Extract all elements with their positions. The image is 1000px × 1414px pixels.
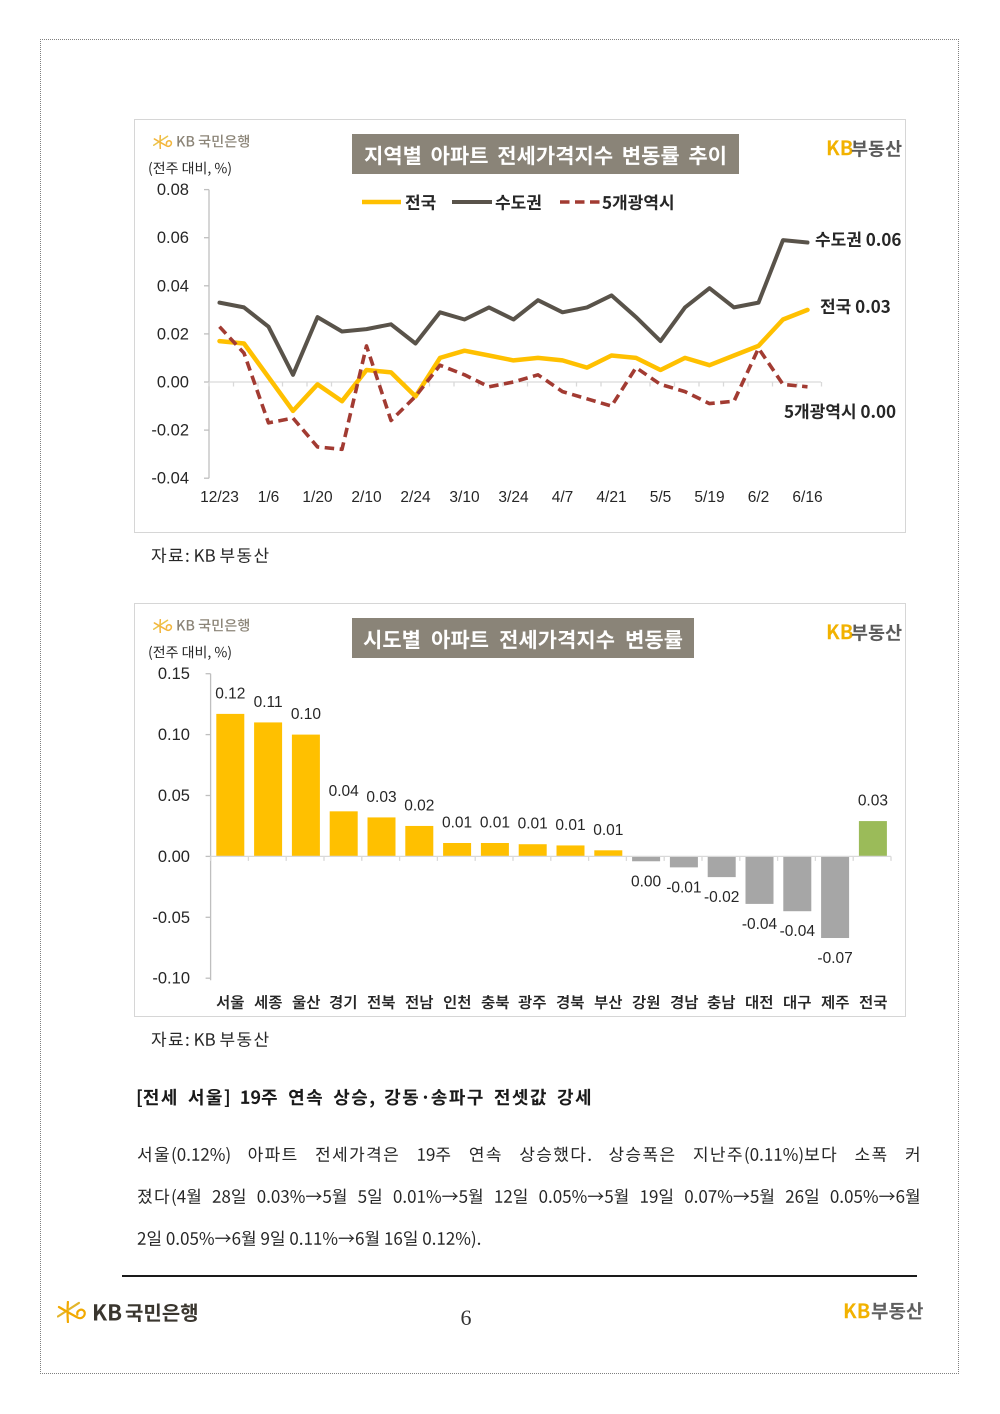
svg-text:0.01: 0.01 [480, 815, 510, 832]
svg-text:0.04: 0.04 [329, 783, 360, 800]
svg-text:0.15: 0.15 [158, 665, 190, 683]
svg-text:1/20: 1/20 [302, 489, 333, 506]
svg-text:0.00: 0.00 [158, 848, 190, 866]
svg-text:0.10: 0.10 [158, 726, 190, 744]
svg-text:0.02: 0.02 [157, 325, 189, 343]
svg-text:0.01: 0.01 [555, 817, 585, 834]
svg-text:0.02: 0.02 [404, 797, 434, 814]
svg-text:0.03: 0.03 [366, 789, 396, 806]
svg-text:5/19: 5/19 [694, 489, 724, 506]
svg-text:0.04: 0.04 [157, 277, 189, 295]
svg-text:-0.02: -0.02 [151, 422, 189, 440]
svg-text:-0.04: -0.04 [780, 923, 816, 940]
svg-text:0.05: 0.05 [158, 787, 190, 805]
svg-text:0.06: 0.06 [157, 229, 189, 247]
svg-text:0.00: 0.00 [157, 374, 189, 392]
svg-text:3/10: 3/10 [449, 489, 480, 506]
svg-text:3/24: 3/24 [498, 489, 529, 506]
svg-text:-0.05: -0.05 [152, 909, 190, 927]
svg-text:0.01: 0.01 [442, 815, 472, 832]
svg-text:0.03: 0.03 [858, 793, 888, 810]
svg-text:-0.10: -0.10 [152, 970, 190, 988]
svg-text:-0.04: -0.04 [151, 470, 189, 488]
svg-text:6/16: 6/16 [792, 489, 822, 506]
svg-text:2/24: 2/24 [400, 489, 431, 506]
svg-text:0.10: 0.10 [291, 706, 322, 723]
svg-text:12/23: 12/23 [200, 489, 239, 506]
svg-text:0.12: 0.12 [215, 685, 245, 702]
svg-text:0.11: 0.11 [254, 694, 283, 711]
svg-text:4/21: 4/21 [596, 489, 626, 506]
svg-text:0.01: 0.01 [518, 816, 548, 833]
svg-text:0.01: 0.01 [593, 822, 623, 839]
svg-text:2/10: 2/10 [351, 489, 382, 506]
svg-text:-0.07: -0.07 [817, 950, 852, 967]
svg-text:-0.02: -0.02 [704, 889, 739, 906]
svg-text:0.00: 0.00 [631, 873, 662, 890]
svg-text:5/5: 5/5 [650, 489, 672, 506]
svg-text:-0.04: -0.04 [742, 916, 778, 933]
svg-text:-0.01: -0.01 [666, 879, 701, 896]
svg-text:4/7: 4/7 [552, 489, 574, 506]
svg-text:1/6: 1/6 [258, 489, 280, 506]
svg-text:6/2: 6/2 [748, 489, 770, 506]
svg-text:0.08: 0.08 [157, 181, 189, 199]
